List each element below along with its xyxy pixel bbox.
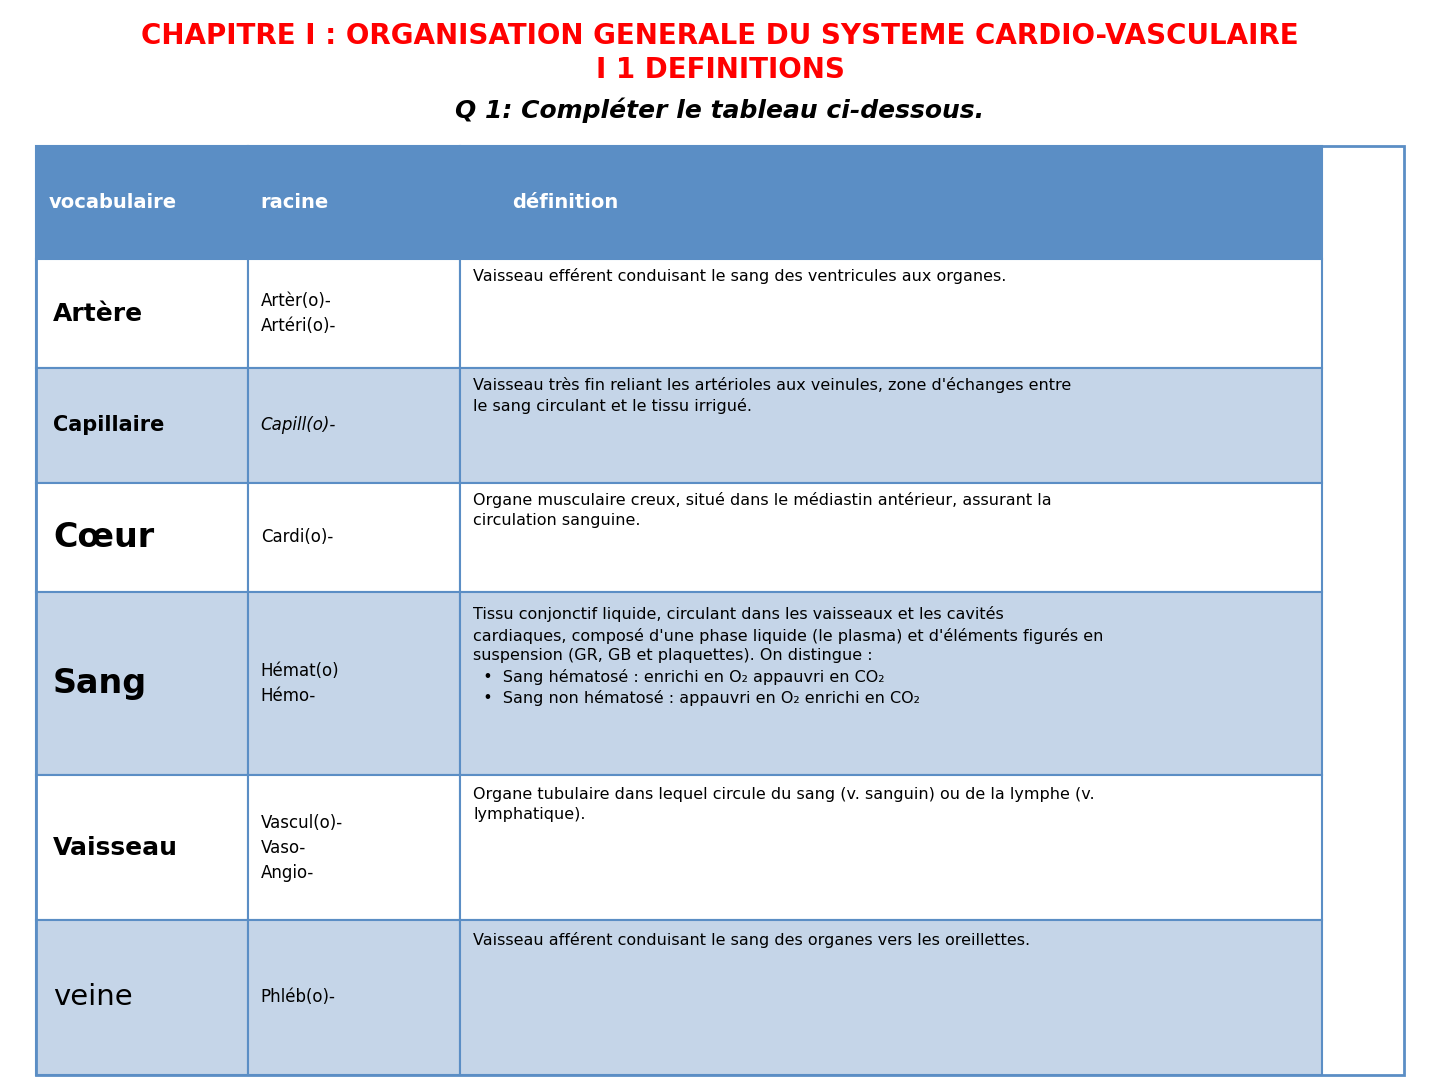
- Text: Organe tubulaire dans lequel circule du sang (v. sanguin) ou de la lymphe (v.
ly: Organe tubulaire dans lequel circule du …: [472, 787, 1094, 822]
- Bar: [248, 259, 461, 367]
- Bar: [461, 259, 1322, 367]
- Bar: [36, 483, 248, 592]
- Text: définition: définition: [511, 193, 618, 212]
- Text: Hémat(o)
Hémo-: Hémat(o) Hémo-: [261, 662, 340, 705]
- Bar: [36, 592, 248, 775]
- Text: Vaisseau efférent conduisant le sang des ventricules aux organes.: Vaisseau efférent conduisant le sang des…: [472, 268, 1007, 284]
- Bar: [36, 920, 248, 1075]
- Text: racine: racine: [261, 193, 328, 212]
- Text: Vaisseau très fin reliant les artérioles aux veinules, zone d'échanges entre
le : Vaisseau très fin reliant les artérioles…: [472, 377, 1071, 414]
- Bar: [248, 367, 461, 483]
- Bar: [461, 367, 1322, 483]
- Text: Organe musculaire creux, situé dans le médiastin antérieur, assurant la
circulat: Organe musculaire creux, situé dans le m…: [472, 491, 1051, 528]
- Bar: [248, 592, 461, 775]
- Bar: [36, 367, 248, 483]
- Bar: [36, 775, 248, 920]
- Text: Cœur: Cœur: [53, 521, 154, 554]
- Text: Vaisseau afférent conduisant le sang des organes vers les oreillettes.: Vaisseau afférent conduisant le sang des…: [472, 932, 1030, 948]
- Text: Phléb(o)-: Phléb(o)-: [261, 988, 336, 1007]
- Bar: [36, 146, 248, 259]
- Text: Sang: Sang: [53, 667, 147, 700]
- Bar: [461, 592, 1322, 775]
- Text: Artèr(o)-
Artéri(o)-: Artèr(o)- Artéri(o)-: [261, 292, 336, 335]
- Text: vocabulaire: vocabulaire: [49, 193, 177, 212]
- Bar: [248, 775, 461, 920]
- Bar: [461, 146, 1322, 259]
- Text: Capill(o)-: Capill(o)-: [261, 417, 336, 434]
- Text: Q 1: Compléter le tableau ci-dessous.: Q 1: Compléter le tableau ci-dessous.: [455, 97, 985, 123]
- Text: Artère: Artère: [53, 301, 143, 325]
- Text: Capillaire: Capillaire: [53, 416, 164, 435]
- Text: I 1 DEFINITIONS: I 1 DEFINITIONS: [596, 56, 844, 84]
- Bar: [461, 483, 1322, 592]
- Bar: [248, 920, 461, 1075]
- Text: veine: veine: [53, 983, 132, 1011]
- Text: Cardi(o)-: Cardi(o)-: [261, 528, 333, 546]
- Text: Vascul(o)-
Vaso-
Angio-: Vascul(o)- Vaso- Angio-: [261, 813, 343, 881]
- Bar: [461, 775, 1322, 920]
- Text: Vaisseau: Vaisseau: [53, 836, 179, 860]
- Bar: [36, 146, 1404, 1075]
- Bar: [461, 920, 1322, 1075]
- Bar: [248, 146, 461, 259]
- Text: CHAPITRE I : ORGANISATION GENERALE DU SYSTEME CARDIO-VASCULAIRE: CHAPITRE I : ORGANISATION GENERALE DU SY…: [141, 22, 1299, 50]
- Text: Tissu conjonctif liquide, circulant dans les vaisseaux et les cavités
cardiaques: Tissu conjonctif liquide, circulant dans…: [472, 606, 1103, 705]
- Bar: [248, 483, 461, 592]
- Bar: [36, 259, 248, 367]
